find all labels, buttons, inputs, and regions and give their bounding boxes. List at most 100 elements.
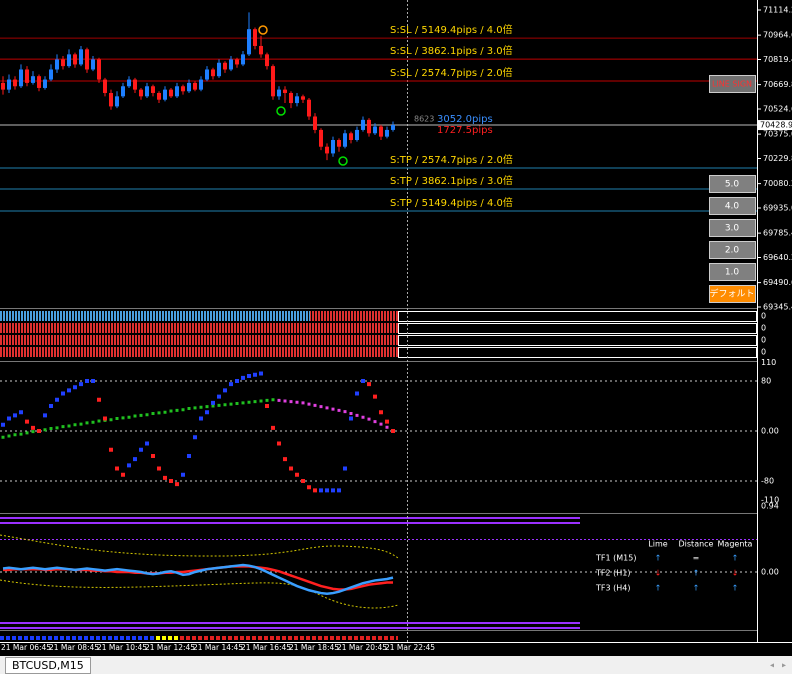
strength-row — [310, 311, 398, 321]
candle-body — [385, 129, 389, 137]
scroll-right[interactable]: ▸ — [782, 661, 786, 670]
candle-body — [139, 89, 143, 97]
button[interactable] — [709, 285, 756, 303]
button-label[interactable]: デフォルト — [709, 288, 754, 300]
signal-icon — [338, 156, 348, 166]
candle-body — [283, 89, 287, 93]
level-label: S:TP / 3862.1pips / 3.0倍 — [390, 174, 513, 187]
trend-dot — [373, 420, 377, 424]
candle-body — [259, 45, 263, 55]
trend-dot — [13, 433, 17, 437]
button-label[interactable]: 3.0 — [725, 224, 740, 234]
y-tick-label: 0.00 — [761, 568, 779, 577]
button[interactable] — [709, 241, 756, 259]
trend-dot — [55, 426, 59, 430]
band-line — [0, 622, 580, 624]
trend-dot — [283, 399, 287, 403]
trend-dot — [379, 422, 383, 426]
button[interactable] — [709, 263, 756, 281]
trend-dot — [349, 412, 353, 415]
table-cell: ↑ — [693, 584, 700, 593]
table-cell: ↑ — [693, 569, 700, 578]
trend-dot — [121, 416, 125, 420]
x-tick-label: 21 Mar 18:45 — [289, 643, 339, 652]
button[interactable] — [709, 197, 756, 215]
y-tick-label: 69935.00 — [763, 204, 792, 213]
trend-dot — [205, 405, 209, 409]
trend-dot — [43, 428, 47, 432]
osc-dot — [181, 472, 185, 477]
trend-dot — [187, 407, 191, 410]
trend-dot — [127, 415, 131, 419]
y-tick-label: 70375.00 — [763, 130, 792, 139]
y-tick-label: 69490.60 — [763, 278, 792, 287]
candle-body — [373, 126, 377, 134]
osc-dot — [247, 374, 251, 378]
trend-dot — [133, 414, 137, 418]
table-header: Distance — [679, 540, 714, 549]
button[interactable] — [709, 75, 756, 93]
osc-dot — [1, 422, 5, 427]
y-tick-label: -80 — [761, 477, 774, 486]
table-header: Lime — [648, 540, 667, 549]
trend-dot — [235, 402, 239, 405]
trend-dot — [193, 406, 197, 410]
scroll-left[interactable]: ◂ — [770, 661, 774, 670]
band-line — [0, 522, 580, 524]
trend-dot — [307, 402, 311, 406]
y-tick-label: 70080.20 — [763, 179, 792, 188]
osc-dot — [55, 397, 59, 402]
osc-dot — [367, 382, 371, 387]
candle-body — [199, 79, 203, 90]
button-label[interactable]: 1.0 — [725, 268, 740, 278]
osc-dot — [301, 479, 305, 483]
button-label[interactable]: 2.0 — [725, 246, 740, 256]
candle-body — [151, 86, 155, 93]
trend-dot — [139, 413, 143, 417]
x-tick-label: 21 Mar 22:45 — [385, 643, 435, 652]
osc-dot — [49, 404, 53, 408]
x-tick-label: 21 Mar 12:45 — [145, 643, 195, 652]
trend-dot — [211, 404, 215, 408]
candle-body — [37, 76, 41, 88]
candle-body — [91, 59, 95, 70]
osc-dot — [19, 410, 23, 415]
osc-dot — [229, 382, 233, 387]
trend-dot — [7, 434, 11, 438]
candle-body — [271, 66, 275, 97]
trend-dot — [325, 406, 329, 410]
osc-dot — [283, 457, 287, 462]
trend-dot — [355, 413, 359, 417]
candle-body — [7, 79, 11, 90]
trend-dot — [253, 400, 257, 404]
strength-row — [0, 335, 398, 345]
tab-label[interactable]: BTCUSD,M15 — [12, 659, 84, 672]
candle-body — [175, 86, 179, 97]
strength-row — [0, 323, 398, 333]
osc-dot — [7, 416, 11, 421]
trend-dot — [19, 432, 23, 436]
button-label[interactable]: LINE SIGN — [712, 80, 752, 89]
signal-row — [180, 634, 398, 640]
osc-dot — [313, 488, 317, 493]
osc-dot — [349, 416, 353, 421]
osc-dot — [355, 391, 359, 396]
y-tick-label: 69345.40 — [763, 303, 792, 312]
button[interactable] — [709, 219, 756, 237]
osc-dot — [199, 416, 203, 421]
table-cell: ↓ — [655, 569, 662, 578]
trend-dot — [79, 422, 83, 426]
y-tick-label: 70669.80 — [763, 80, 792, 89]
table-cell: ↑ — [655, 584, 662, 593]
osc-dot — [73, 385, 77, 390]
button-label[interactable]: 5.0 — [725, 180, 740, 190]
osc-dot — [103, 416, 107, 421]
osc-dot — [145, 441, 149, 446]
candle-body — [127, 79, 131, 87]
button-label[interactable]: 4.0 — [725, 202, 740, 212]
candle-body — [325, 146, 329, 154]
osc-dot — [115, 466, 119, 471]
trend-dot — [49, 427, 53, 430]
candle-body — [253, 29, 257, 46]
button[interactable] — [709, 175, 756, 193]
